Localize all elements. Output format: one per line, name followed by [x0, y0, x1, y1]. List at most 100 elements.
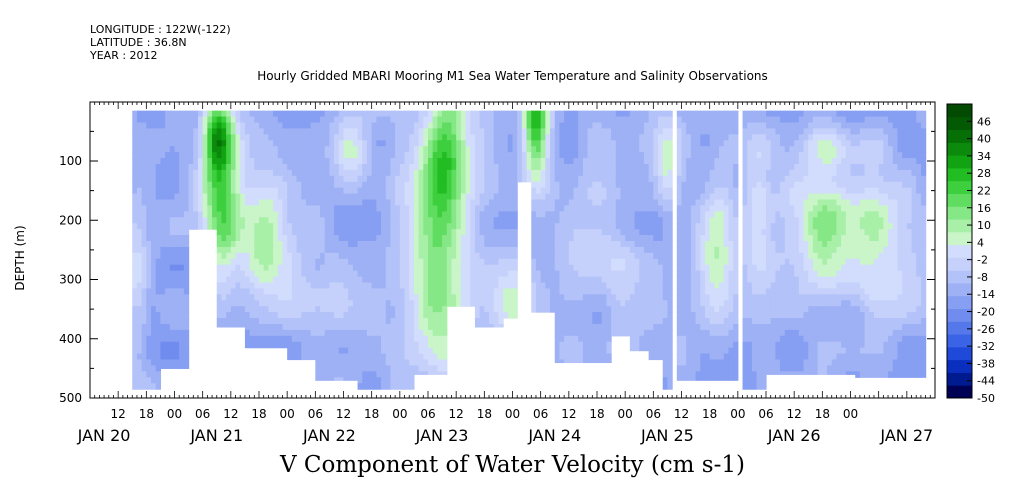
heatmap-cell	[273, 300, 279, 307]
heatmap-cell	[489, 187, 495, 195]
heatmap-cell	[653, 235, 659, 242]
heatmap-cell	[202, 181, 208, 189]
heatmap-cell	[409, 365, 415, 372]
heatmap-cell	[667, 294, 673, 301]
heatmap-cell	[324, 318, 331, 325]
heatmap-cell	[376, 288, 382, 295]
heatmap-cell	[273, 187, 279, 195]
heatmap-cell	[296, 264, 302, 272]
heatmap-cell	[141, 163, 147, 171]
heatmap-cell	[376, 276, 382, 284]
heatmap-cell	[329, 193, 335, 201]
heatmap-cell	[366, 128, 373, 135]
heatmap-cell	[301, 229, 307, 236]
heatmap-cell	[597, 146, 603, 153]
heatmap-cell	[146, 187, 152, 195]
heatmap-cell	[498, 140, 504, 147]
heatmap-cell	[653, 323, 659, 331]
heatmap-cell	[709, 318, 715, 325]
heatmap-cell	[423, 163, 429, 171]
heatmap-cell	[709, 193, 715, 201]
heatmap-cell	[451, 128, 457, 135]
heatmap-cell	[371, 347, 377, 355]
heatmap-cell	[357, 134, 363, 141]
heatmap-cell	[301, 329, 307, 337]
heatmap-cell	[704, 217, 711, 224]
heatmap-cell	[540, 193, 546, 201]
heatmap-cell	[625, 282, 631, 289]
heatmap-cell	[700, 158, 706, 165]
heatmap-cell	[146, 258, 152, 266]
heatmap-cell	[484, 246, 490, 254]
heatmap-cell	[282, 329, 288, 337]
heatmap-cell	[263, 341, 269, 349]
heatmap-cell	[202, 193, 208, 201]
heatmap-cell	[254, 163, 260, 171]
heatmap-cell	[362, 152, 368, 159]
heatmap-cell	[442, 240, 448, 248]
heatmap-cell	[381, 158, 387, 165]
heatmap-cell	[263, 211, 269, 218]
heatmap-cell	[578, 140, 584, 147]
heatmap-cell	[451, 193, 457, 201]
heatmap-cell	[136, 163, 143, 171]
heatmap-cell	[324, 205, 331, 212]
heatmap-cell	[634, 235, 640, 242]
heatmap-cell	[550, 294, 556, 301]
heatmap-cell	[704, 258, 711, 266]
heatmap-cell	[676, 341, 683, 349]
heatmap-cell	[315, 240, 321, 248]
heatmap-cell	[179, 270, 185, 278]
heatmap-cell	[404, 240, 410, 248]
heatmap-cell	[582, 152, 589, 159]
heatmap-cell	[141, 169, 147, 177]
heatmap-cell	[474, 288, 481, 295]
heatmap-cell	[470, 169, 476, 177]
heatmap-cell	[348, 371, 354, 378]
heatmap-cell	[310, 270, 316, 278]
heatmap-cell	[578, 329, 584, 337]
heatmap-cell	[249, 294, 255, 301]
heatmap-cell	[568, 122, 575, 130]
heatmap-cell	[413, 264, 420, 272]
heatmap-cell	[226, 306, 232, 313]
heatmap-cell	[381, 323, 387, 331]
heatmap-cell	[601, 300, 607, 307]
heatmap-cell	[357, 122, 363, 130]
heatmap-cell	[212, 134, 218, 141]
heatmap-cell	[136, 211, 143, 218]
heatmap-cell	[503, 235, 509, 242]
heatmap-cell	[273, 175, 279, 183]
heatmap-cell	[681, 264, 687, 272]
heatmap-cell	[174, 312, 180, 319]
heatmap-cell	[207, 217, 213, 224]
heatmap-cell	[690, 193, 697, 201]
heatmap-cell	[324, 122, 331, 130]
heatmap-cell	[658, 335, 664, 343]
heatmap-cell	[484, 146, 490, 153]
heatmap-cell	[343, 282, 349, 289]
heatmap-cell	[132, 110, 138, 118]
heatmap-cell	[423, 353, 429, 361]
heatmap-cell	[446, 264, 453, 272]
heatmap-cell	[681, 306, 687, 313]
heatmap-cell	[296, 116, 302, 124]
heatmap-cell	[493, 318, 500, 325]
heatmap-cell	[470, 163, 476, 171]
heatmap-cell	[315, 217, 321, 224]
heatmap-cell	[540, 252, 546, 260]
heatmap-cell	[437, 270, 443, 278]
heatmap-cell	[498, 175, 504, 183]
heatmap-cell	[235, 163, 241, 171]
heatmap-cell	[437, 146, 443, 153]
heatmap-cell	[348, 175, 354, 183]
heatmap-cell	[428, 371, 434, 375]
heatmap-cell	[188, 163, 194, 171]
heatmap-cell	[432, 116, 438, 124]
heatmap-cell	[146, 235, 152, 242]
heatmap-cell	[423, 229, 429, 236]
heatmap-cell	[503, 229, 509, 236]
heatmap-cell	[277, 140, 284, 147]
heatmap-cell	[418, 140, 424, 147]
heatmap-cell	[390, 181, 396, 189]
